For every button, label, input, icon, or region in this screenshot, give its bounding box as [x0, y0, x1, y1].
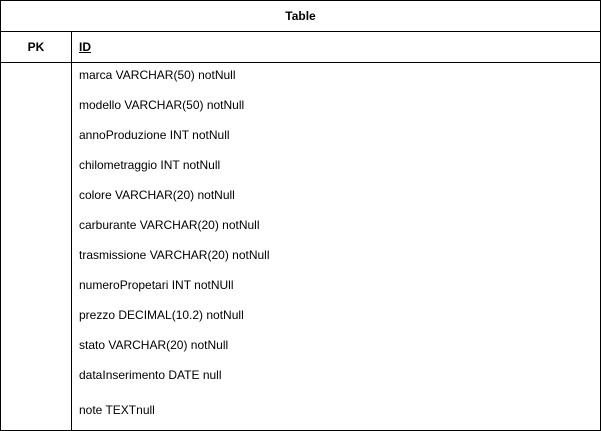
attribute-item: marca VARCHAR(50) notNull — [79, 68, 236, 82]
attribute-item: colore VARCHAR(20) notNull — [79, 188, 235, 202]
key-column-divider — [71, 32, 72, 430]
attribute-item: annoProduzione INT notNull — [79, 128, 230, 142]
entity-title: Table — [1, 1, 600, 32]
primary-key-field: ID — [79, 40, 91, 54]
attribute-item: dataInserimento DATE null — [79, 368, 222, 382]
attribute-item: note TEXTnull — [79, 403, 155, 417]
attribute-item: modello VARCHAR(50) notNull — [79, 98, 245, 112]
attribute-list: marca VARCHAR(50) notNull modello VARCHA… — [79, 63, 594, 430]
primary-key-row: PK ID — [1, 32, 600, 63]
attribute-item: prezzo DECIMAL(10.2) notNull — [79, 308, 244, 322]
attribute-item: numeroPropetari INT notNUll — [79, 278, 234, 292]
attribute-item: trasmissione VARCHAR(20) notNull — [79, 248, 270, 262]
attribute-item: stato VARCHAR(20) notNull — [79, 338, 229, 352]
attribute-item: carburante VARCHAR(20) notNull — [79, 218, 260, 232]
pk-label: PK — [27, 40, 45, 54]
attribute-item: chilometraggio INT notNull — [79, 158, 221, 172]
